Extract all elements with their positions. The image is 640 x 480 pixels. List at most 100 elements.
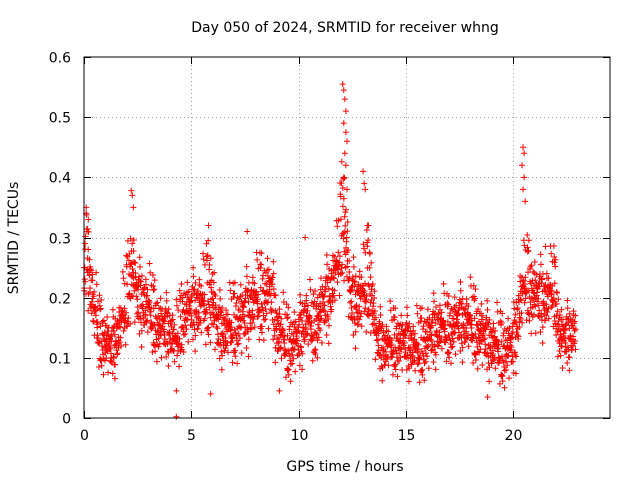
data-point [311, 347, 318, 354]
data-point [483, 314, 490, 321]
data-point [340, 235, 347, 242]
y-tick-label: 0.6 [49, 51, 71, 67]
data-point [524, 232, 531, 239]
data-point [171, 321, 178, 328]
data-point [297, 314, 304, 321]
data-point [524, 248, 531, 255]
data-point [208, 284, 215, 291]
data-point [481, 326, 488, 333]
data-point [292, 318, 299, 325]
data-point [248, 293, 255, 300]
data-point [245, 298, 252, 305]
data-point [342, 162, 349, 169]
data-point [146, 298, 153, 305]
data-point [485, 321, 492, 328]
data-point [405, 378, 412, 385]
data-point [431, 298, 438, 305]
data-point [410, 323, 417, 330]
data-point [458, 340, 465, 347]
data-point [205, 222, 212, 229]
data-point [485, 353, 492, 360]
data-point [498, 338, 505, 345]
data-point [209, 295, 216, 302]
data-point [336, 292, 343, 299]
data-point [466, 311, 473, 318]
data-point [472, 351, 479, 358]
data-point [449, 335, 456, 342]
data-point [138, 327, 145, 334]
data-point [438, 345, 445, 352]
data-point [153, 300, 160, 307]
data-point [117, 324, 124, 331]
data-point [283, 301, 290, 308]
data-point [212, 292, 219, 299]
data-point [346, 257, 353, 264]
data-point [373, 337, 380, 344]
data-point [339, 81, 346, 88]
data-point [438, 336, 445, 343]
chart-title: Day 050 of 2024, SRMTID for receiver whn… [191, 20, 499, 36]
data-point [194, 288, 201, 295]
data-point [146, 260, 153, 267]
data-point [136, 254, 143, 261]
data-point [348, 315, 355, 322]
data-point [157, 295, 164, 302]
data-point [322, 288, 329, 295]
data-point [372, 356, 379, 363]
data-point [348, 286, 355, 293]
data-point [260, 312, 267, 319]
data-point [518, 310, 525, 317]
data-point [552, 263, 559, 270]
data-point [214, 340, 221, 347]
data-point [258, 261, 265, 268]
data-point [149, 271, 156, 278]
data-point [406, 365, 413, 372]
data-point [285, 366, 292, 373]
data-point [424, 353, 431, 360]
data-point [441, 328, 448, 335]
data-point [376, 318, 383, 325]
data-point [344, 219, 351, 226]
data-point [110, 353, 117, 360]
data-point [183, 326, 190, 333]
data-point [286, 350, 293, 357]
data-point [525, 237, 532, 244]
data-point [484, 306, 491, 313]
data-point [173, 387, 180, 394]
data-point [219, 305, 226, 312]
data-point [495, 341, 502, 348]
data-point [290, 355, 297, 362]
data-point [365, 281, 372, 288]
data-point [85, 307, 92, 314]
data-point [451, 330, 458, 337]
data-point [442, 321, 449, 328]
data-point [178, 280, 185, 287]
data-point [378, 325, 385, 332]
data-point [317, 275, 324, 282]
data-point [391, 314, 398, 321]
data-point [168, 317, 175, 324]
data-point [225, 349, 232, 356]
data-point [457, 287, 464, 294]
data-point [136, 330, 143, 337]
data-point [325, 340, 332, 347]
data-point [421, 360, 428, 367]
data-point [398, 312, 405, 319]
data-point [344, 263, 351, 270]
data-point [306, 314, 313, 321]
data-point [336, 253, 343, 260]
plot-frame [83, 56, 611, 419]
data-point [438, 309, 445, 316]
data-point [499, 372, 506, 379]
data-point [116, 323, 123, 330]
data-point [239, 308, 246, 315]
data-point [436, 332, 443, 339]
data-point [204, 327, 211, 334]
data-point [92, 307, 99, 314]
data-point [302, 234, 309, 241]
data-point [518, 162, 525, 169]
data-point [342, 222, 349, 229]
data-point [406, 320, 413, 327]
data-point [486, 316, 493, 323]
data-point [455, 310, 462, 317]
